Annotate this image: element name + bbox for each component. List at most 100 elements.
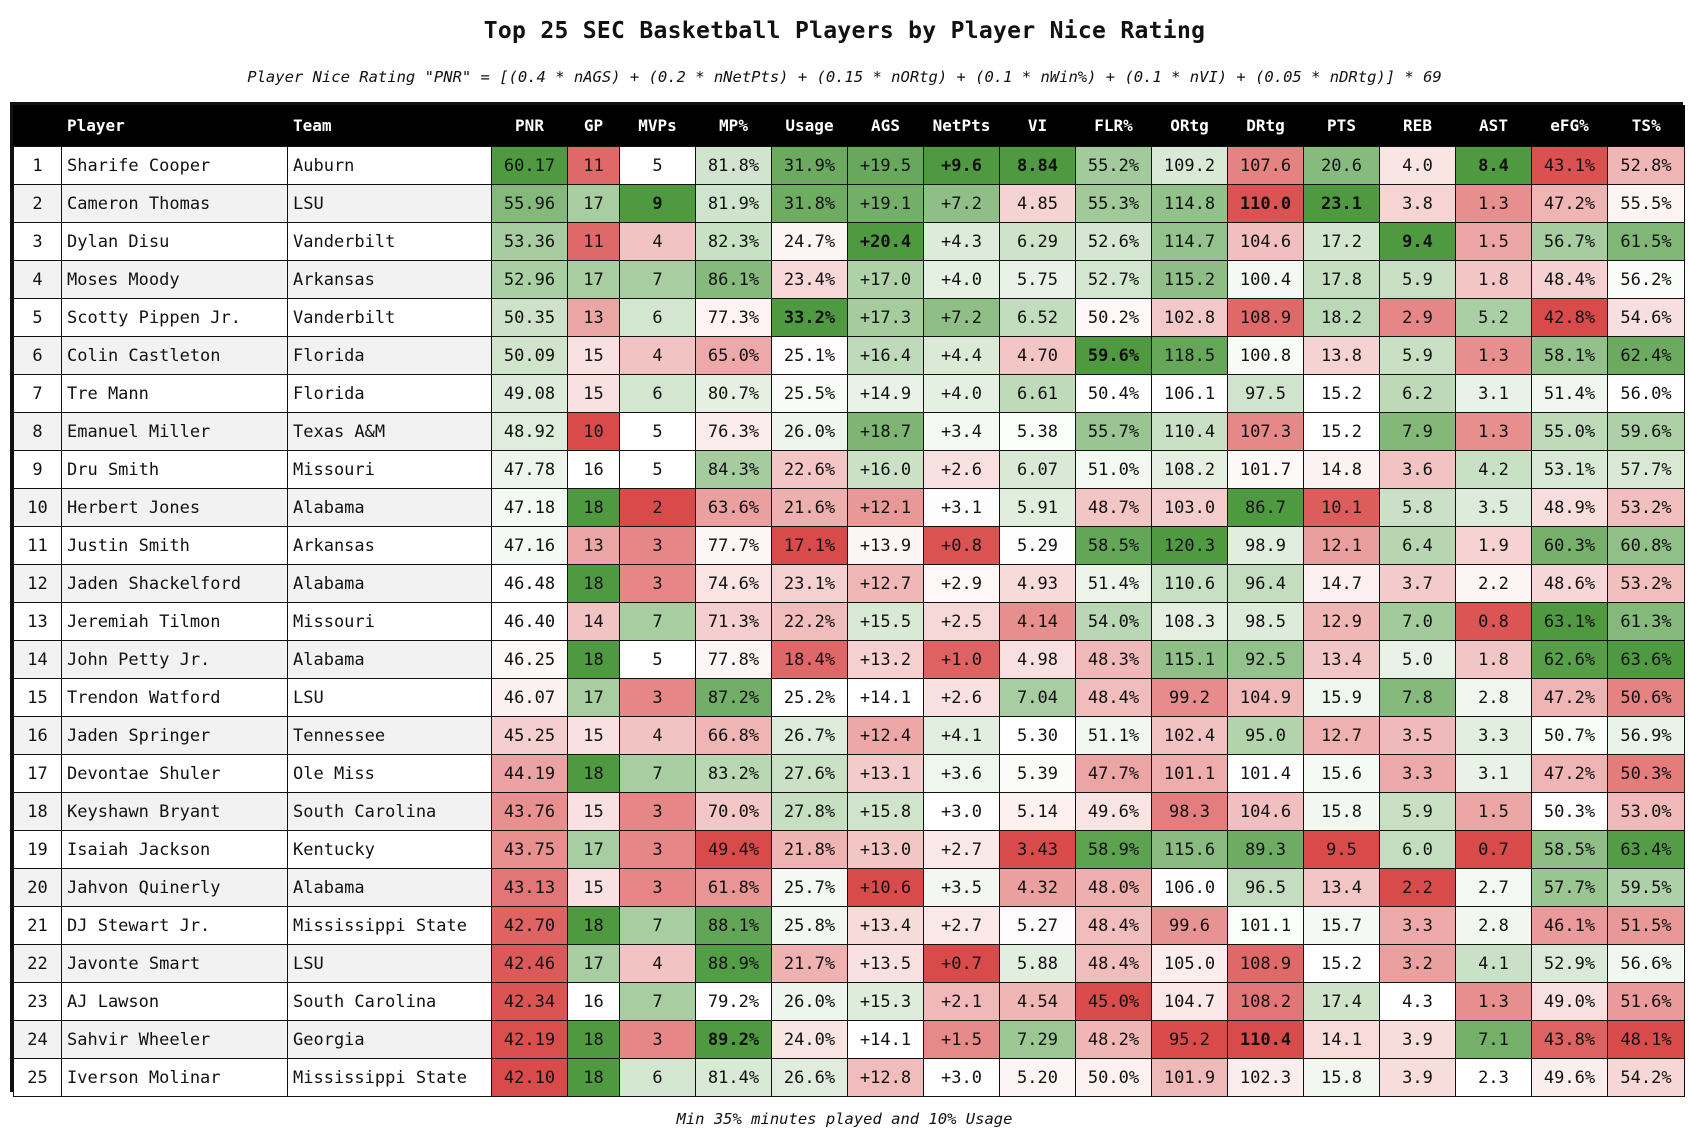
cell-gp: 13 <box>567 526 620 565</box>
cell-vi: 6.52 <box>999 298 1076 337</box>
cell-player: Dylan Disu <box>61 222 288 261</box>
cell-team: Alabama <box>287 868 492 907</box>
cell-gp: 16 <box>567 982 620 1021</box>
cell-rank: 12 <box>13 564 62 603</box>
cell-gp: 13 <box>567 298 620 337</box>
cell-reb: 2.2 <box>1379 868 1456 907</box>
cell-pts: 17.2 <box>1303 222 1380 261</box>
cell-flr-: 52.6% <box>1075 222 1152 261</box>
cell-ortg: 110.6 <box>1151 564 1228 603</box>
cell-pnr: 46.25 <box>491 640 568 679</box>
cell-mvps: 4 <box>619 944 696 983</box>
cell-gp: 10 <box>567 412 620 451</box>
cell-flr-: 58.9% <box>1075 830 1152 869</box>
cell-drtg: 102.3 <box>1227 1058 1304 1097</box>
cell-gp: 18 <box>567 754 620 793</box>
cell-pnr: 50.09 <box>491 336 568 375</box>
cell-pnr: 42.19 <box>491 1020 568 1059</box>
stats-table-container: Player Team PNR GP MVPs MP% Usage AGS NetPts VI FL… <box>10 102 1685 1097</box>
cell-ast: 2.7 <box>1455 868 1532 907</box>
cell-ags: +12.1 <box>847 488 924 527</box>
cell-mp-: 49.4% <box>695 830 772 869</box>
cell-ast: 3.5 <box>1455 488 1532 527</box>
cell-ortg: 110.4 <box>1151 412 1228 451</box>
cell-team: Missouri <box>287 450 492 489</box>
cell-drtg: 110.0 <box>1227 184 1304 223</box>
cell-team: Arkansas <box>287 260 492 299</box>
cell-team: Arkansas <box>287 526 492 565</box>
cell-ast: 5.2 <box>1455 298 1532 337</box>
cell-mp-: 77.8% <box>695 640 772 679</box>
column-header-ast: AST <box>1455 105 1532 147</box>
cell-ortg: 105.0 <box>1151 944 1228 983</box>
cell-player: Keyshawn Bryant <box>61 792 288 831</box>
column-header-ags: AGS <box>847 105 924 147</box>
cell-ortg: 114.8 <box>1151 184 1228 223</box>
cell-flr-: 48.4% <box>1075 906 1152 945</box>
cell-mvps: 6 <box>619 374 696 413</box>
cell-efg-: 48.9% <box>1531 488 1608 527</box>
cell-reb: 3.5 <box>1379 716 1456 755</box>
table-row: 8 Emanuel Miller Texas A&M 48.92 10 5 76.3% 26.… <box>13 412 1685 451</box>
cell-mvps: 7 <box>619 754 696 793</box>
cell-ortg: 95.2 <box>1151 1020 1228 1059</box>
cell-gp: 17 <box>567 678 620 717</box>
cell-drtg: 101.1 <box>1227 906 1304 945</box>
cell-pts: 15.2 <box>1303 412 1380 451</box>
cell-efg-: 52.9% <box>1531 944 1608 983</box>
cell-pnr: 42.70 <box>491 906 568 945</box>
cell-ortg: 99.2 <box>1151 678 1228 717</box>
cell-gp: 15 <box>567 336 620 375</box>
cell-rank: 25 <box>13 1058 62 1097</box>
cell-drtg: 92.5 <box>1227 640 1304 679</box>
cell-ags: +14.9 <box>847 374 924 413</box>
table-row: 7 Tre Mann Florida 49.08 15 6 80.7% 25.5% +14.9 +… <box>13 374 1685 413</box>
cell-usage: 25.7% <box>771 868 848 907</box>
cell-usage: 17.1% <box>771 526 848 565</box>
cell-flr-: 59.6% <box>1075 336 1152 375</box>
cell-efg-: 60.3% <box>1531 526 1608 565</box>
cell-vi: 5.75 <box>999 260 1076 299</box>
cell-vi: 6.29 <box>999 222 1076 261</box>
cell-mp-: 81.8% <box>695 146 772 185</box>
cell-mp-: 79.2% <box>695 982 772 1021</box>
table-row: 2 Cameron Thomas LSU 55.96 17 9 81.9% 31.8% +19.… <box>13 184 1685 223</box>
cell-reb: 4.3 <box>1379 982 1456 1021</box>
cell-gp: 18 <box>567 640 620 679</box>
cell-mp-: 81.4% <box>695 1058 772 1097</box>
cell-flr-: 58.5% <box>1075 526 1152 565</box>
cell-mp-: 80.7% <box>695 374 772 413</box>
cell-pnr: 44.19 <box>491 754 568 793</box>
cell-ts-: 56.2% <box>1607 260 1685 299</box>
cell-ast: 3.3 <box>1455 716 1532 755</box>
cell-mp-: 77.3% <box>695 298 772 337</box>
table-row: 19 Isaiah Jackson Kentucky 43.75 17 3 49.4% 21.… <box>13 830 1685 869</box>
cell-pnr: 43.76 <box>491 792 568 831</box>
cell-netpts: +4.3 <box>923 222 1000 261</box>
cell-ortg: 115.1 <box>1151 640 1228 679</box>
cell-team: Tennessee <box>287 716 492 755</box>
cell-ags: +19.1 <box>847 184 924 223</box>
cell-ags: +13.9 <box>847 526 924 565</box>
cell-mvps: 3 <box>619 564 696 603</box>
cell-ast: 2.8 <box>1455 906 1532 945</box>
table-row: 11 Justin Smith Arkansas 47.16 13 3 77.7% 17.1%… <box>13 526 1685 565</box>
cell-ts-: 59.6% <box>1607 412 1685 451</box>
cell-ast: 1.3 <box>1455 982 1532 1021</box>
table-row: 9 Dru Smith Missouri 47.78 16 5 84.3% 22.6% +16.… <box>13 450 1685 489</box>
cell-usage: 21.6% <box>771 488 848 527</box>
cell-ts-: 61.3% <box>1607 602 1685 641</box>
cell-pnr: 47.18 <box>491 488 568 527</box>
cell-ortg: 120.3 <box>1151 526 1228 565</box>
cell-pnr: 47.78 <box>491 450 568 489</box>
cell-usage: 26.6% <box>771 1058 848 1097</box>
cell-drtg: 95.0 <box>1227 716 1304 755</box>
cell-usage: 26.0% <box>771 982 848 1021</box>
table-row: 20 Jahvon Quinerly Alabama 43.13 15 3 61.8% 25.… <box>13 868 1685 907</box>
cell-gp: 15 <box>567 716 620 755</box>
cell-usage: 24.7% <box>771 222 848 261</box>
table-row: 6 Colin Castleton Florida 50.09 15 4 65.0% 25.1… <box>13 336 1685 375</box>
cell-mvps: 4 <box>619 716 696 755</box>
cell-ast: 1.3 <box>1455 336 1532 375</box>
cell-pts: 14.1 <box>1303 1020 1380 1059</box>
